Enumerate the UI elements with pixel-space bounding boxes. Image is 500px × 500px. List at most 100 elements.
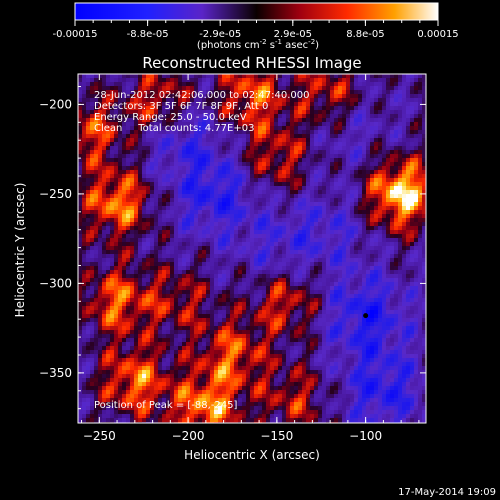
heatmap-cell	[306, 142, 310, 146]
heatmap-cell	[314, 282, 318, 286]
heatmap-cell	[166, 142, 170, 146]
heatmap-cell	[306, 198, 310, 202]
heatmap-cell	[402, 74, 406, 78]
heatmap-cell	[274, 122, 278, 126]
heatmap-cell	[118, 174, 122, 178]
heatmap-cell	[390, 118, 394, 122]
heatmap-cell	[378, 158, 382, 162]
heatmap-cell	[206, 142, 210, 146]
heatmap-cell	[198, 174, 202, 178]
heatmap-cell	[238, 190, 242, 194]
heatmap-cell	[290, 230, 294, 234]
heatmap-cell	[354, 282, 358, 286]
heatmap-cell	[194, 230, 198, 234]
heatmap-cell	[238, 126, 242, 130]
heatmap-cell	[406, 166, 410, 170]
heatmap-cell	[262, 182, 266, 186]
heatmap-cell	[182, 294, 186, 298]
heatmap-cell	[158, 82, 162, 86]
heatmap-cell	[334, 82, 338, 86]
heatmap-cell	[206, 250, 210, 254]
heatmap-cell	[238, 238, 242, 242]
heatmap-cell	[170, 178, 174, 182]
heatmap-cell	[330, 182, 334, 186]
heatmap-cell	[322, 218, 326, 222]
heatmap-cell	[322, 142, 326, 146]
heatmap-cell	[330, 206, 334, 210]
heatmap-cell	[210, 246, 214, 250]
heatmap-cell	[130, 266, 134, 270]
heatmap-cell	[378, 286, 382, 290]
heatmap-cell	[406, 170, 410, 174]
heatmap-cell	[178, 158, 182, 162]
heatmap-cell	[294, 174, 298, 178]
heatmap-cell	[282, 162, 286, 166]
heatmap-cell	[186, 106, 190, 110]
heatmap-cell	[258, 154, 262, 158]
heatmap-cell	[190, 214, 194, 218]
heatmap-cell	[158, 198, 162, 202]
heatmap-cell	[274, 218, 278, 222]
heatmap-cell	[274, 286, 278, 290]
heatmap-cell	[78, 86, 82, 90]
heatmap-cell	[414, 82, 418, 86]
heatmap-cell	[370, 102, 374, 106]
heatmap-cell	[378, 218, 382, 222]
heatmap-cell	[402, 126, 406, 130]
heatmap-cell	[422, 298, 426, 302]
heatmap-cell	[330, 110, 334, 114]
heatmap-cell	[162, 222, 166, 226]
heatmap-cell	[186, 82, 190, 86]
heatmap-cell	[366, 294, 370, 298]
heatmap-cell	[110, 222, 114, 226]
heatmap-cell	[98, 82, 102, 86]
heatmap-cell	[230, 178, 234, 182]
heatmap-cell	[366, 82, 370, 86]
heatmap-cell	[394, 94, 398, 98]
heatmap-cell	[286, 94, 290, 98]
heatmap-cell	[170, 150, 174, 154]
heatmap-cell	[390, 294, 394, 298]
heatmap-cell	[242, 222, 246, 226]
heatmap-cell	[178, 146, 182, 150]
heatmap-cell	[130, 274, 134, 278]
heatmap-cell	[386, 82, 390, 86]
heatmap-cell	[182, 210, 186, 214]
heatmap-cell	[370, 174, 374, 178]
heatmap-cell	[370, 122, 374, 126]
heatmap-cell	[414, 122, 418, 126]
heatmap-cell	[230, 146, 234, 150]
heatmap-cell	[254, 294, 258, 298]
heatmap-cell	[294, 110, 298, 114]
heatmap-cell	[118, 178, 122, 182]
heatmap-cell	[126, 126, 130, 130]
heatmap-cell	[222, 210, 226, 214]
heatmap-cell	[230, 154, 234, 158]
heatmap-cell	[226, 158, 230, 162]
heatmap-cell	[354, 218, 358, 222]
heatmap-cell	[254, 90, 258, 94]
heatmap-cell	[102, 150, 106, 154]
heatmap-cell	[298, 198, 302, 202]
heatmap-cell	[206, 230, 210, 234]
heatmap-cell	[242, 94, 246, 98]
heatmap-cell	[414, 182, 418, 186]
heatmap-cell	[210, 286, 214, 290]
heatmap-cell	[194, 270, 198, 274]
heatmap-cell	[294, 294, 298, 298]
heatmap-cell	[346, 222, 350, 226]
heatmap-cell	[402, 294, 406, 298]
heatmap-cell	[130, 254, 134, 258]
heatmap-cell	[206, 262, 210, 266]
heatmap-cell	[362, 82, 366, 86]
heatmap-cell	[94, 106, 98, 110]
heatmap-cell	[346, 134, 350, 138]
heatmap-cell	[326, 194, 330, 198]
heatmap-cell	[118, 122, 122, 126]
heatmap-cell	[130, 222, 134, 226]
heatmap-cell	[122, 210, 126, 214]
heatmap-cell	[302, 246, 306, 250]
heatmap-cell	[150, 198, 154, 202]
heatmap-cell	[174, 226, 178, 230]
